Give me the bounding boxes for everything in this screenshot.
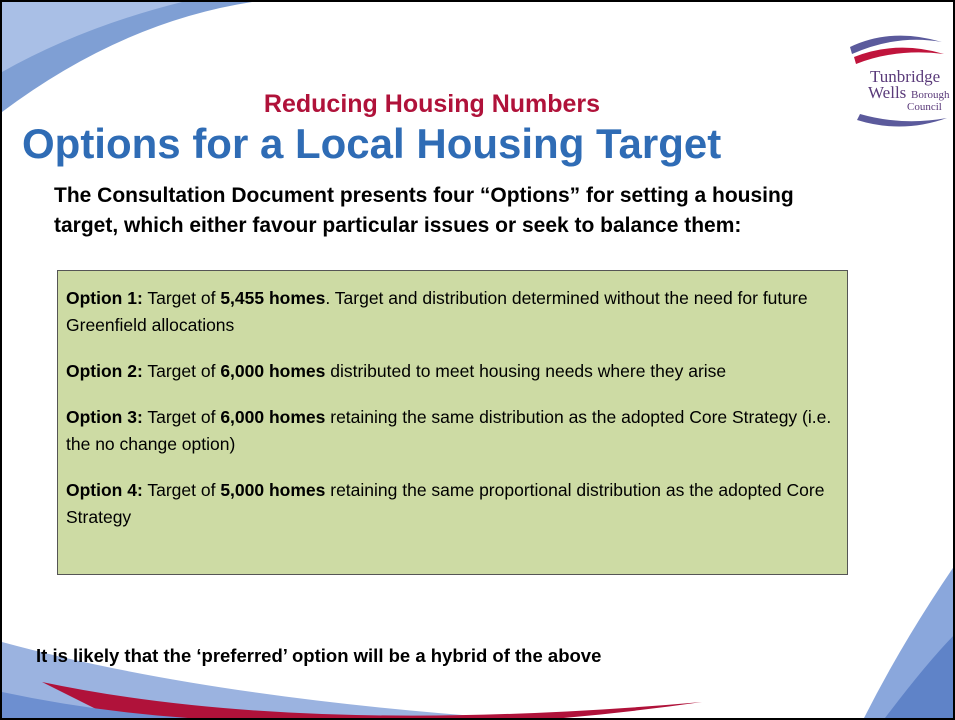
option-label: Option 1: — [66, 288, 143, 308]
option-text: retaining the same distribution as the a… — [66, 407, 837, 454]
logo-text: Tunbridge — [870, 67, 940, 86]
option-target: 6,000 homes — [220, 361, 326, 381]
option: Option 4: Target of 5,000 homes retainin… — [66, 477, 837, 531]
footer: It is likely that the ‘preferred’ option… — [36, 645, 602, 666]
top-swoosh-light — [2, 2, 182, 72]
option-label: Option 2: — [66, 361, 143, 381]
option-text: Target of — [142, 288, 221, 308]
logo-swoosh — [850, 35, 942, 54]
option-target: 6,000 homes — [220, 407, 326, 427]
option: Option 1: Target of 5,455 homes. Target … — [66, 285, 837, 339]
options-box: Option 1: Target of 5,455 homes. Target … — [57, 270, 848, 575]
subtitle: Reducing Housing Numbers — [263, 90, 601, 118]
option-text: Target of — [142, 480, 221, 500]
option-text: retaining the same proportional distribu… — [66, 480, 830, 527]
title: Options for a Local Housing Target — [22, 120, 722, 167]
option-target: 5,455 homes — [220, 288, 326, 308]
option-label: Option 3: — [66, 407, 143, 427]
option-target: 5,000 homes — [220, 480, 326, 500]
intro: The Consultation Document presents four … — [54, 184, 794, 237]
logo: Tunbridge Wells Borough Council — [850, 35, 950, 127]
right-swoosh-dark — [885, 636, 953, 718]
logo-text: Council — [907, 101, 942, 113]
option: Option 3: Target of 6,000 homes retainin… — [66, 404, 837, 458]
logo-text: Wells — [868, 83, 906, 102]
logo-text: Borough — [911, 89, 950, 101]
option-text: Target of — [142, 361, 221, 381]
bottom-red-swoosh — [42, 682, 702, 718]
option: Option 2: Target of 6,000 homes distribu… — [66, 358, 837, 385]
logo-swoosh — [857, 114, 947, 127]
option-text: distributed to meet housing needs where … — [325, 361, 727, 381]
bottom-swoosh-dark — [2, 692, 189, 718]
option-text: . Target and distribution determined wit… — [66, 288, 813, 335]
option-label: Option 4: — [66, 480, 143, 500]
logo-swoosh — [854, 47, 944, 64]
option-text: Target of — [142, 407, 221, 427]
